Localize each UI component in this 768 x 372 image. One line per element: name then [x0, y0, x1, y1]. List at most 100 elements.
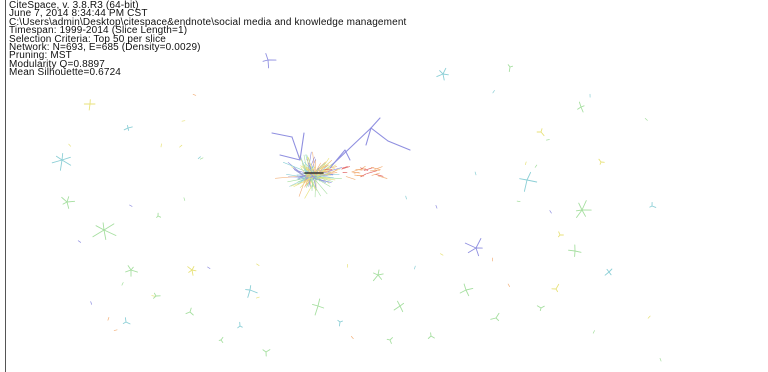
summary-timespan: Timespan: 1999-2014 (Slice Length=1) [9, 25, 188, 37]
cluster-node[interactable] [519, 171, 538, 192]
cluster-node[interactable] [262, 349, 271, 357]
scatter-edge [90, 301, 92, 305]
cluster-edge [578, 101, 582, 108]
cluster-edge [189, 311, 194, 316]
summary-network-size: Network: N=693, E=685 (Density=0.0029) [9, 42, 201, 54]
cluster-node[interactable] [51, 153, 72, 171]
cluster-node[interactable] [536, 305, 545, 312]
cluster-node[interactable] [92, 222, 117, 240]
cluster-edge [442, 73, 445, 81]
cluster-node[interactable] [123, 125, 133, 131]
cluster-edge [125, 321, 131, 325]
scatter-edge [644, 118, 648, 121]
scatter-edge [77, 240, 82, 243]
cluster-edge [540, 131, 545, 137]
cluster-node[interactable] [507, 64, 514, 72]
hub-edge [274, 175, 309, 179]
cluster-node[interactable] [551, 283, 560, 293]
cluster-node[interactable] [156, 212, 162, 218]
cluster-node[interactable] [568, 244, 582, 257]
cluster-edge [237, 325, 241, 329]
cluster-edge [127, 126, 133, 129]
cluster-node[interactable] [125, 265, 138, 277]
hub-edge [311, 178, 313, 191]
hub-edge [323, 164, 329, 169]
summary-timestamp: June 7, 2014 8:34:44 PM CST [9, 8, 148, 20]
cluster-edge [558, 231, 561, 236]
cluster-node[interactable] [237, 321, 243, 329]
cluster-node[interactable] [427, 332, 435, 339]
hub-edge [311, 175, 317, 178]
cluster-node[interactable] [122, 317, 131, 325]
cluster-edge [249, 289, 258, 294]
cluster-edge [508, 66, 511, 72]
cluster-edge [66, 200, 76, 203]
cluster-node[interactable] [83, 99, 96, 111]
cluster-node[interactable] [187, 266, 197, 276]
branch-edge [387, 140, 411, 151]
scatter-edge [440, 253, 444, 256]
cluster-node[interactable] [245, 285, 258, 298]
cluster-edge [436, 73, 444, 78]
cluster-node[interactable] [218, 336, 224, 343]
cluster-node[interactable] [386, 337, 393, 344]
hub-edge [351, 169, 359, 173]
hub-edge [370, 167, 381, 170]
cluster-edge [399, 305, 404, 313]
cluster-node[interactable] [536, 128, 545, 137]
cluster-edge [191, 269, 197, 272]
scatter-edge [435, 205, 438, 209]
cluster-node[interactable] [61, 196, 76, 209]
cluster-node[interactable] [490, 312, 500, 322]
cluster-edge [247, 289, 251, 298]
cluster-edge [239, 325, 243, 328]
summary-selection-criteria: Selection Criteria: Top 50 per slice [9, 33, 166, 45]
cluster-edge [88, 103, 91, 111]
cluster-edge [62, 201, 68, 205]
cluster-edge [439, 70, 444, 75]
cluster-node[interactable] [577, 101, 585, 113]
cluster-node[interactable] [185, 307, 194, 316]
cluster-node[interactable] [459, 283, 474, 297]
scatter-edge [414, 265, 416, 270]
cluster-node[interactable] [464, 238, 483, 257]
hub-edge [323, 171, 333, 173]
canvas-left-border [5, 0, 6, 372]
cluster-edge [430, 335, 435, 339]
hub-edge [312, 151, 316, 175]
cluster-edge [519, 178, 528, 181]
hub-edge [366, 170, 377, 174]
scatter-edge [405, 195, 407, 200]
cluster-edge [568, 249, 576, 252]
cluster-node[interactable] [372, 269, 384, 282]
cluster-edge [651, 205, 657, 208]
cluster-edge [495, 317, 500, 322]
cluster-node[interactable] [604, 268, 613, 276]
cluster-node[interactable] [312, 298, 325, 316]
cluster-edge [372, 274, 379, 282]
scatter-edge [68, 143, 72, 147]
scatter-edge [183, 197, 186, 201]
scatter-edge [107, 317, 110, 321]
scatter-edge [199, 157, 204, 160]
cluster-node[interactable] [557, 231, 564, 238]
hub-edge [352, 171, 361, 174]
cluster-node[interactable] [337, 319, 343, 327]
cluster-node[interactable] [649, 201, 657, 208]
cluster-edge [495, 312, 500, 319]
cluster-edge [122, 321, 127, 324]
cluster-node[interactable] [153, 292, 161, 299]
cluster-node[interactable] [575, 200, 592, 218]
cluster-edge [127, 127, 130, 131]
cluster-node[interactable] [262, 53, 277, 69]
scatter-edge [181, 120, 186, 122]
cluster-edge [574, 250, 582, 253]
cluster-node[interactable] [598, 158, 605, 165]
cluster-edge [393, 305, 401, 311]
cluster-node[interactable] [436, 67, 449, 81]
cluster-node[interactable] [393, 300, 405, 313]
cluster-edge [189, 307, 192, 313]
cluster-edge [262, 59, 269, 62]
